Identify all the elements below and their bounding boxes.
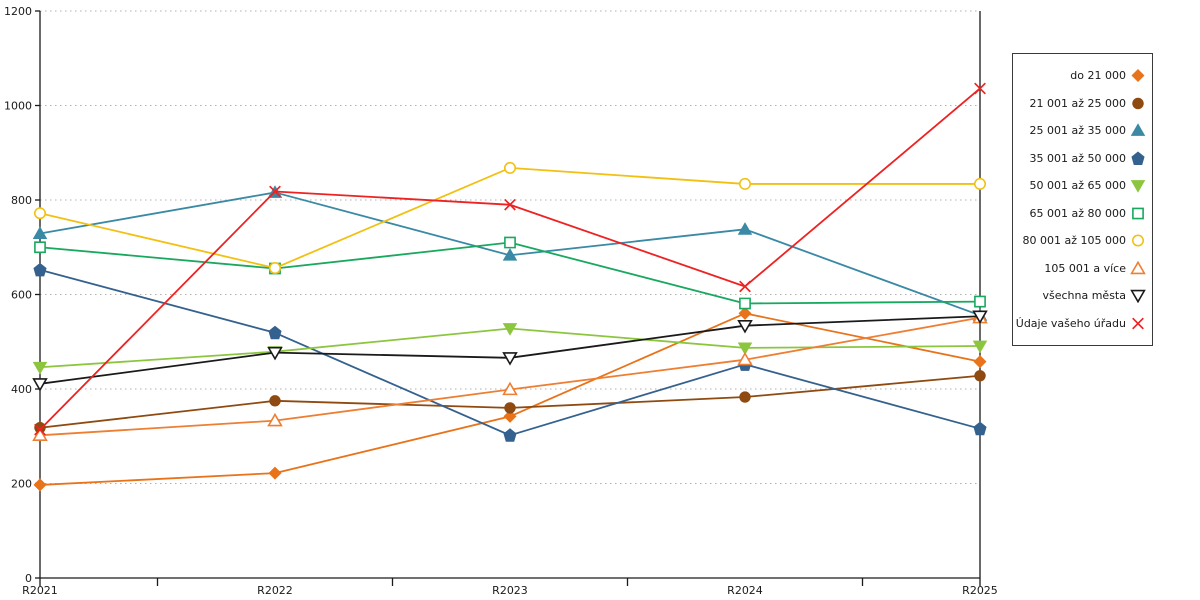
- circle-marker: [34, 207, 46, 220]
- triangle-down-icon: [1130, 180, 1146, 193]
- triangle-up-icon: [1130, 123, 1146, 137]
- triangle-down-marker: [502, 323, 518, 336]
- x-marker: [739, 280, 751, 293]
- triangle-up-marker: [267, 412, 283, 427]
- legend-label: 65 001 až 80 000: [1029, 206, 1127, 220]
- legend-item: 50 001 až 65 000: [1017, 178, 1146, 193]
- y-tick-label: 1000: [4, 100, 32, 113]
- legend-item: do 21 000: [1017, 68, 1146, 83]
- diamond-marker: [268, 466, 282, 480]
- legend-label: 105 001 a více: [1044, 261, 1126, 275]
- pentagon-marker: [973, 421, 987, 436]
- legend-label: 25 001 až 35 000: [1029, 124, 1127, 138]
- axes: [39, 11, 981, 586]
- diamond-marker: [33, 478, 47, 492]
- legend-item: 21 001 až 25 000: [1017, 96, 1146, 111]
- square-marker: [739, 297, 751, 310]
- x-axis: R2021 R2022 R2023 R2024 R2025: [22, 578, 998, 597]
- circle-marker: [739, 391, 751, 403]
- y-tick-label: 400: [11, 383, 32, 396]
- triangle-up-icon: [1130, 260, 1146, 274]
- diamond-marker: [503, 409, 517, 423]
- x-tick-label: R2024: [727, 584, 763, 597]
- triangle-down-icon: [1130, 289, 1146, 304]
- legend: do 21 000 21 001 až 25 000 25 001 až 35 00…: [1012, 53, 1153, 346]
- x-marker: [974, 82, 986, 95]
- pentagon-marker: [503, 428, 517, 442]
- y-axis: 0 200 400 600 800 1000 1200: [4, 5, 40, 585]
- triangle-up-marker: [502, 248, 518, 261]
- x-icon: [1132, 317, 1144, 329]
- x-marker: [269, 185, 281, 198]
- legend-item: 80 001 až 105 000: [1017, 233, 1146, 248]
- triangle-down-marker: [737, 342, 753, 356]
- legend-item: Údaje vašeho úřadu: [1015, 316, 1146, 331]
- square-marker: [504, 236, 516, 249]
- x-tick-label: R2021: [22, 584, 58, 597]
- legend-label: 35 001 až 50 000: [1029, 151, 1127, 165]
- x-marker: [34, 423, 46, 436]
- y-tick-label: 800: [11, 194, 32, 207]
- y-tick-label: 0: [25, 572, 32, 585]
- diamond-marker: [973, 355, 987, 369]
- series-group: [32, 310, 988, 392]
- triangle-up-marker: [502, 381, 518, 396]
- pentagon-icon: [1131, 151, 1145, 165]
- triangle-up-marker: [32, 226, 48, 239]
- circle-marker: [739, 177, 751, 190]
- series-group: [34, 236, 986, 310]
- triangle-down-marker: [972, 310, 988, 325]
- pentagon-marker: [268, 325, 282, 340]
- triangle-up-marker: [737, 351, 753, 366]
- circle-marker: [974, 370, 986, 382]
- x-tick-label: R2022: [257, 584, 293, 597]
- series-group: [32, 185, 988, 321]
- diamond-icon: [1131, 69, 1145, 83]
- triangle-up-marker: [737, 222, 753, 235]
- square-icon: [1132, 207, 1144, 220]
- circle-marker: [504, 402, 516, 414]
- series-group: [34, 161, 986, 275]
- x-tick-label: R2025: [962, 584, 998, 597]
- triangle-down-marker: [502, 352, 518, 366]
- circle-marker: [269, 262, 281, 275]
- circle-marker: [269, 395, 281, 407]
- y-tick-label: 200: [11, 478, 32, 491]
- legend-label: do 21 000: [1070, 69, 1126, 83]
- triangle-down-marker: [737, 319, 753, 334]
- square-marker: [34, 241, 46, 254]
- legend-label: 50 001 až 65 000: [1029, 179, 1127, 193]
- legend-label: Údaje vašeho úřadu: [1015, 316, 1126, 330]
- series-line: [39, 312, 981, 486]
- legend-label: 21 001 až 25 000: [1029, 96, 1127, 110]
- series-group: [34, 82, 986, 436]
- triangle-down-marker: [267, 346, 283, 361]
- triangle-down-marker: [32, 378, 48, 392]
- x-marker: [504, 198, 516, 211]
- series-group: [34, 370, 986, 434]
- legend-item: 65 001 až 80 000: [1017, 206, 1146, 221]
- triangle-up-marker: [32, 427, 48, 442]
- legend-label: 80 001 až 105 000: [1022, 234, 1127, 248]
- y-tick-label: 600: [11, 289, 32, 302]
- circle-marker: [504, 161, 516, 174]
- series-group: [33, 306, 987, 492]
- pentagon-marker: [33, 262, 47, 277]
- legend-item: 35 001 až 50 000: [1017, 151, 1146, 166]
- diamond-marker: [738, 306, 752, 320]
- circle-icon: [1132, 97, 1144, 110]
- y-tick-label: 1200: [4, 5, 32, 18]
- x-tick-label: R2023: [492, 584, 528, 597]
- circle-icon: [1132, 234, 1144, 247]
- square-marker: [974, 295, 986, 308]
- circle-marker: [974, 177, 986, 190]
- triangle-down-marker: [972, 340, 988, 354]
- legend-item: všechna města: [1017, 288, 1146, 304]
- legend-item: 25 001 až 35 000: [1017, 123, 1146, 138]
- legend-label: všechna města: [1042, 289, 1126, 303]
- triangle-down-marker: [32, 361, 48, 375]
- legend-item: 105 001 a více: [1017, 260, 1146, 276]
